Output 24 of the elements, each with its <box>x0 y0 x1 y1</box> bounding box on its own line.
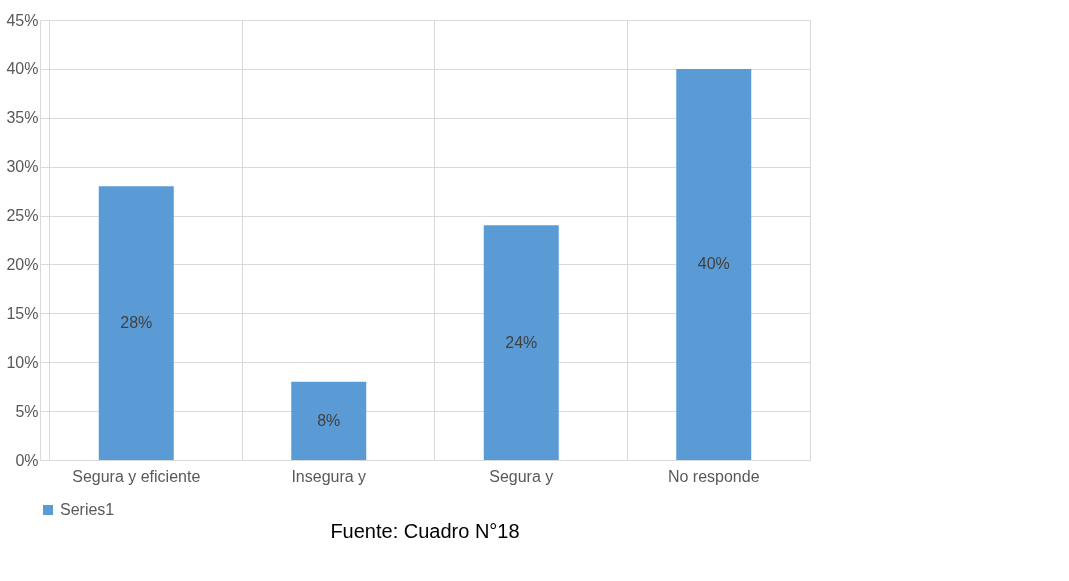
bar <box>676 68 752 460</box>
x-tick-label: Insegura y <box>291 467 367 485</box>
text: 24% <box>505 333 538 351</box>
bar <box>98 186 174 460</box>
bar <box>483 225 559 460</box>
source-note: Fuente: Cuadro N°18 <box>330 520 520 542</box>
y-tick-label: 25% <box>6 207 39 225</box>
y-tick-label: 0% <box>15 451 39 469</box>
y-tick-label: 15% <box>6 304 39 322</box>
y-tick-label: 35% <box>6 109 39 127</box>
x-tick-label: No responde <box>667 467 760 485</box>
legend-label: Series1 <box>60 501 115 518</box>
y-tick-label: 10% <box>6 353 39 371</box>
y-tick-label: 20% <box>6 255 39 273</box>
y-tick-label: 45% <box>6 11 39 29</box>
y-tick-label: 40% <box>6 60 39 78</box>
x-tick-label: Segura y <box>489 467 554 485</box>
bar <box>291 381 367 460</box>
y-tick-label: 30% <box>6 158 39 176</box>
y-tick-label: 5% <box>15 402 39 420</box>
text: 8% <box>317 411 341 429</box>
text: 28% <box>120 314 153 332</box>
x-tick-label: Segura y eficiente <box>72 467 201 485</box>
text: 40% <box>697 255 730 273</box>
